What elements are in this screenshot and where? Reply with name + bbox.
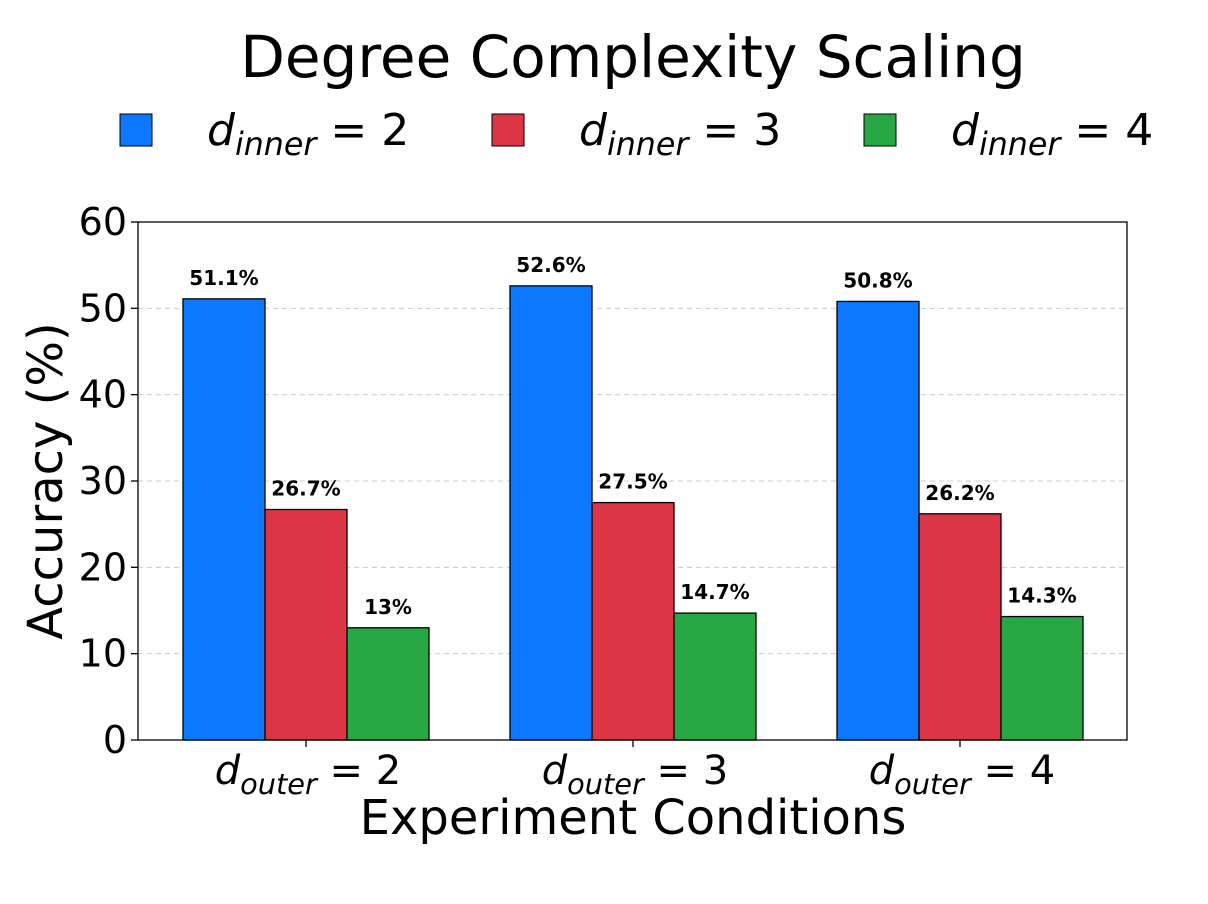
bar — [346, 627, 430, 741]
legend-label: dinner = 4 — [951, 105, 1153, 163]
data-label: 14.7% — [680, 580, 749, 604]
y-tick-label: 60 — [79, 200, 127, 244]
legend: dinner = 2 dinner = 3 dinner = 4 — [119, 105, 1153, 163]
y-tick-label: 20 — [79, 545, 127, 589]
x-tick-label-subscript: outer — [567, 767, 646, 801]
x-axis-label: Experiment Conditions — [360, 790, 907, 846]
legend-label-var: d — [579, 105, 608, 156]
x-tick-label-var: d — [542, 748, 568, 794]
y-tick-label: 0 — [103, 718, 127, 762]
x-tick-label-value: = 2 — [317, 748, 401, 794]
data-label: 14.3% — [1007, 584, 1076, 608]
legend-label: dinner = 2 — [207, 105, 409, 163]
x-tick-label-subscript: outer — [240, 767, 319, 801]
data-label: 26.7% — [271, 476, 340, 500]
x-tick-label-subscript: outer — [894, 767, 973, 801]
y-axis-ticks: 0 10 20 30 40 50 60 — [79, 200, 138, 762]
legend-swatch — [863, 113, 897, 147]
bar — [591, 501, 675, 741]
legend-label-subscript: inner — [235, 127, 318, 163]
legend-label-subscript: inner — [607, 127, 690, 163]
data-label: 27.5% — [598, 470, 667, 494]
x-tick-label: douter = 2 — [215, 748, 402, 801]
x-tick-label-value: = 4 — [971, 748, 1055, 794]
y-axis-label: Accuracy (%) — [18, 322, 74, 639]
y-tick-label: 50 — [79, 286, 127, 330]
legend-label-value: = 2 — [316, 105, 409, 156]
x-tick-label-value: = 3 — [644, 748, 728, 794]
legend-swatch — [119, 113, 153, 147]
bar — [182, 298, 266, 741]
bar — [836, 300, 920, 741]
x-tick-label-var: d — [215, 748, 241, 794]
legend-label-var: d — [951, 105, 980, 156]
data-label: 51.1% — [189, 266, 258, 290]
x-tick-label: douter = 3 — [542, 748, 729, 801]
bar — [673, 612, 757, 741]
bar — [1000, 615, 1084, 741]
bar — [918, 513, 1002, 741]
legend-label-value: = 3 — [688, 105, 781, 156]
bar — [509, 285, 593, 741]
x-tick-label-var: d — [869, 748, 895, 794]
data-labels: 51.1% 26.7% 13% 52.6% 27.5% 14.7% 50.8% 26.2% 14… — [189, 253, 1076, 619]
legend-swatch — [491, 113, 525, 147]
x-tick-label: douter = 4 — [869, 748, 1056, 801]
legend-label-value: = 4 — [1060, 105, 1153, 156]
chart-title: Degree Complexity Scaling — [240, 23, 1026, 91]
data-label: 26.2% — [925, 481, 994, 505]
legend-label: dinner = 3 — [579, 105, 781, 163]
data-label: 52.6% — [516, 253, 585, 277]
y-tick-label: 40 — [79, 373, 127, 417]
y-tick-label: 30 — [79, 459, 127, 503]
bars — [182, 285, 1084, 741]
legend-label-var: d — [207, 105, 236, 156]
legend-label-subscript: inner — [979, 127, 1062, 163]
x-axis-ticks: douter = 2 douter = 3 douter = 4 — [215, 740, 1056, 801]
y-tick-label: 10 — [79, 632, 127, 676]
data-label: 13% — [364, 595, 412, 619]
data-label: 50.8% — [843, 268, 912, 292]
bar — [264, 508, 348, 741]
